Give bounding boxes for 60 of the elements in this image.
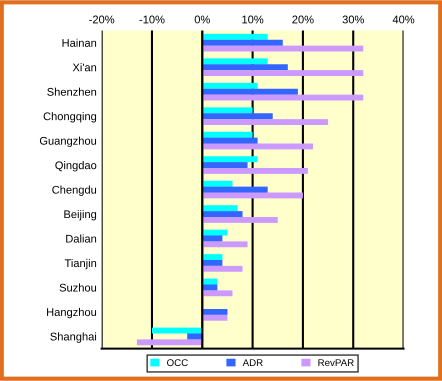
- bar: [202, 180, 232, 187]
- bar: [202, 241, 248, 248]
- y-tick-label: Dalian: [66, 234, 96, 243]
- bar: [202, 192, 303, 198]
- bar: [202, 260, 222, 266]
- y-tick-label: Shanghai: [50, 332, 96, 343]
- bar: [202, 236, 222, 242]
- y-tick-label: Suzhou: [60, 283, 96, 292]
- x-tick-label: 0%: [194, 16, 210, 24]
- bar: [202, 205, 238, 212]
- bar: [202, 46, 364, 52]
- y-tick-label: Tianjin: [64, 258, 96, 270]
- bar: [202, 119, 328, 125]
- bar: [202, 284, 218, 290]
- x-tick-label: -20%: [89, 16, 114, 24]
- bar: [202, 70, 364, 76]
- bar: [202, 132, 253, 138]
- x-tick-label: -10%: [140, 16, 165, 24]
- bar: [202, 107, 253, 114]
- bar: [202, 88, 298, 95]
- bar: [202, 168, 308, 174]
- bar: [202, 211, 243, 217]
- bar: [202, 82, 258, 89]
- bar: [202, 216, 278, 223]
- bar: [202, 266, 243, 272]
- bar: [202, 40, 283, 46]
- bar: [152, 328, 202, 334]
- x-tick-label: 10%: [242, 16, 264, 24]
- bar: [202, 254, 222, 260]
- legend-label: OCC: [167, 359, 188, 366]
- bar: [202, 138, 258, 144]
- y-tick-label: Guangzhou: [40, 136, 96, 147]
- x-tick-label: 20%: [292, 16, 314, 24]
- bar: [202, 144, 313, 150]
- bar: [202, 58, 268, 64]
- bar: [202, 186, 268, 192]
- bar: [202, 94, 364, 100]
- y-tick-label: Chongqing: [44, 112, 96, 122]
- x-tick-label: 40%: [392, 16, 414, 24]
- legend-label: RevPAR: [318, 359, 354, 366]
- bar: [187, 333, 202, 340]
- bar: [202, 230, 228, 236]
- bar: [136, 339, 202, 346]
- y-tick-label: Xi'an: [72, 63, 96, 72]
- bar: [202, 278, 218, 284]
- bar: [202, 113, 273, 120]
- legend-label: ADR: [242, 359, 263, 366]
- y-tick-label: Chengdu: [52, 186, 96, 196]
- y-tick-label: Qingdao: [55, 161, 96, 172]
- y-tick-label: Shenzhen: [47, 88, 96, 96]
- bar: [202, 34, 268, 40]
- y-tick-label: Hainan: [62, 38, 96, 47]
- bar: [202, 156, 258, 162]
- y-tick-label: Hangzhou: [47, 308, 96, 318]
- y-tick-label: Beijing: [64, 210, 96, 220]
- bar: [202, 64, 288, 70]
- bar: [202, 162, 248, 168]
- bar: [202, 290, 232, 296]
- x-tick-label: 30%: [342, 16, 364, 24]
- bar: [202, 308, 228, 315]
